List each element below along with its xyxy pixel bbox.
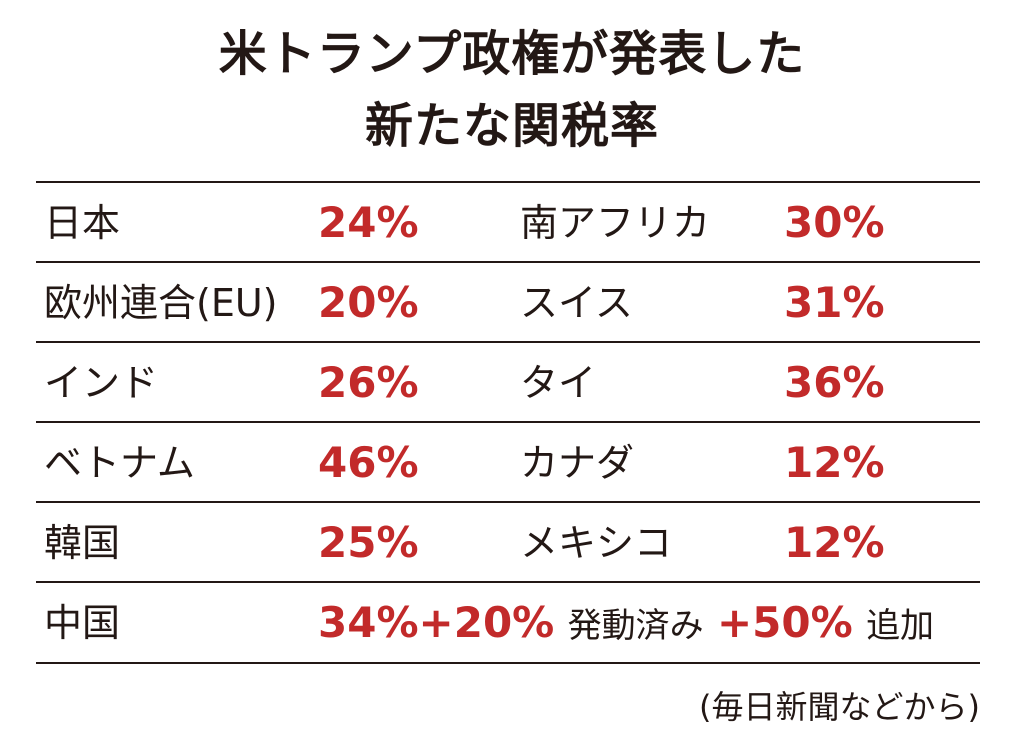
country-name: 韓国 <box>44 521 121 565</box>
table-rule <box>36 421 980 423</box>
table-row: 欧州連合(EU) 20% スイス 31% <box>36 263 980 343</box>
table-row: 日本 24% 南アフリカ 30% <box>36 183 980 263</box>
country-name: 欧州連合(EU) <box>44 281 278 325</box>
table-rule <box>36 261 980 263</box>
table-rule <box>36 662 980 664</box>
chart-title-line-1: 米トランプ政権が発表した <box>218 26 806 82</box>
country-name: ベトナム <box>44 441 195 485</box>
table-row: 韓国 25% メキシコ 12% <box>36 503 980 583</box>
table-row-china: 中国 34%+20% 発動済み +50% 追加 <box>36 583 980 663</box>
country-name: 南アフリカ <box>520 201 711 245</box>
china-active-note: 発動済み <box>567 606 704 646</box>
tariff-rate: 24% <box>318 198 419 247</box>
table-row: インド 26% タイ 36% <box>36 343 980 423</box>
tariff-rate: 20% <box>318 278 419 327</box>
tariff-rate: 36% <box>784 358 885 407</box>
table-rule <box>36 341 980 343</box>
table-row: ベトナム 46% カナダ 12% <box>36 423 980 503</box>
tariff-rate: 26% <box>318 358 419 407</box>
china-added-note: 追加 <box>866 606 935 646</box>
tariff-rate: 46% <box>318 438 419 487</box>
country-name: 日本 <box>44 201 121 245</box>
country-name: カナダ <box>520 441 635 485</box>
china-added-rate: +50% <box>716 598 853 647</box>
tariff-rate: 25% <box>318 518 419 567</box>
tariff-rate: 12% <box>784 518 885 567</box>
table-rule <box>36 501 980 503</box>
source-note: (毎日新聞などから) <box>699 688 980 726</box>
china-base-rate: 34%+20% <box>318 598 555 647</box>
table-rule <box>36 581 980 583</box>
tariff-rate: 30% <box>784 198 885 247</box>
country-name: メキシコ <box>520 521 673 565</box>
tariff-rate: 31% <box>784 278 885 327</box>
country-name: スイス <box>520 281 633 325</box>
table-rule <box>36 181 980 183</box>
chart-title-line-2: 新たな関税率 <box>364 98 659 154</box>
country-name: インド <box>44 361 159 405</box>
tariff-rate: 12% <box>784 438 885 487</box>
country-name: 中国 <box>44 601 121 645</box>
country-name: タイ <box>520 361 597 405</box>
china-tariff-detail: 34%+20% 発動済み +50% 追加 <box>318 583 934 663</box>
